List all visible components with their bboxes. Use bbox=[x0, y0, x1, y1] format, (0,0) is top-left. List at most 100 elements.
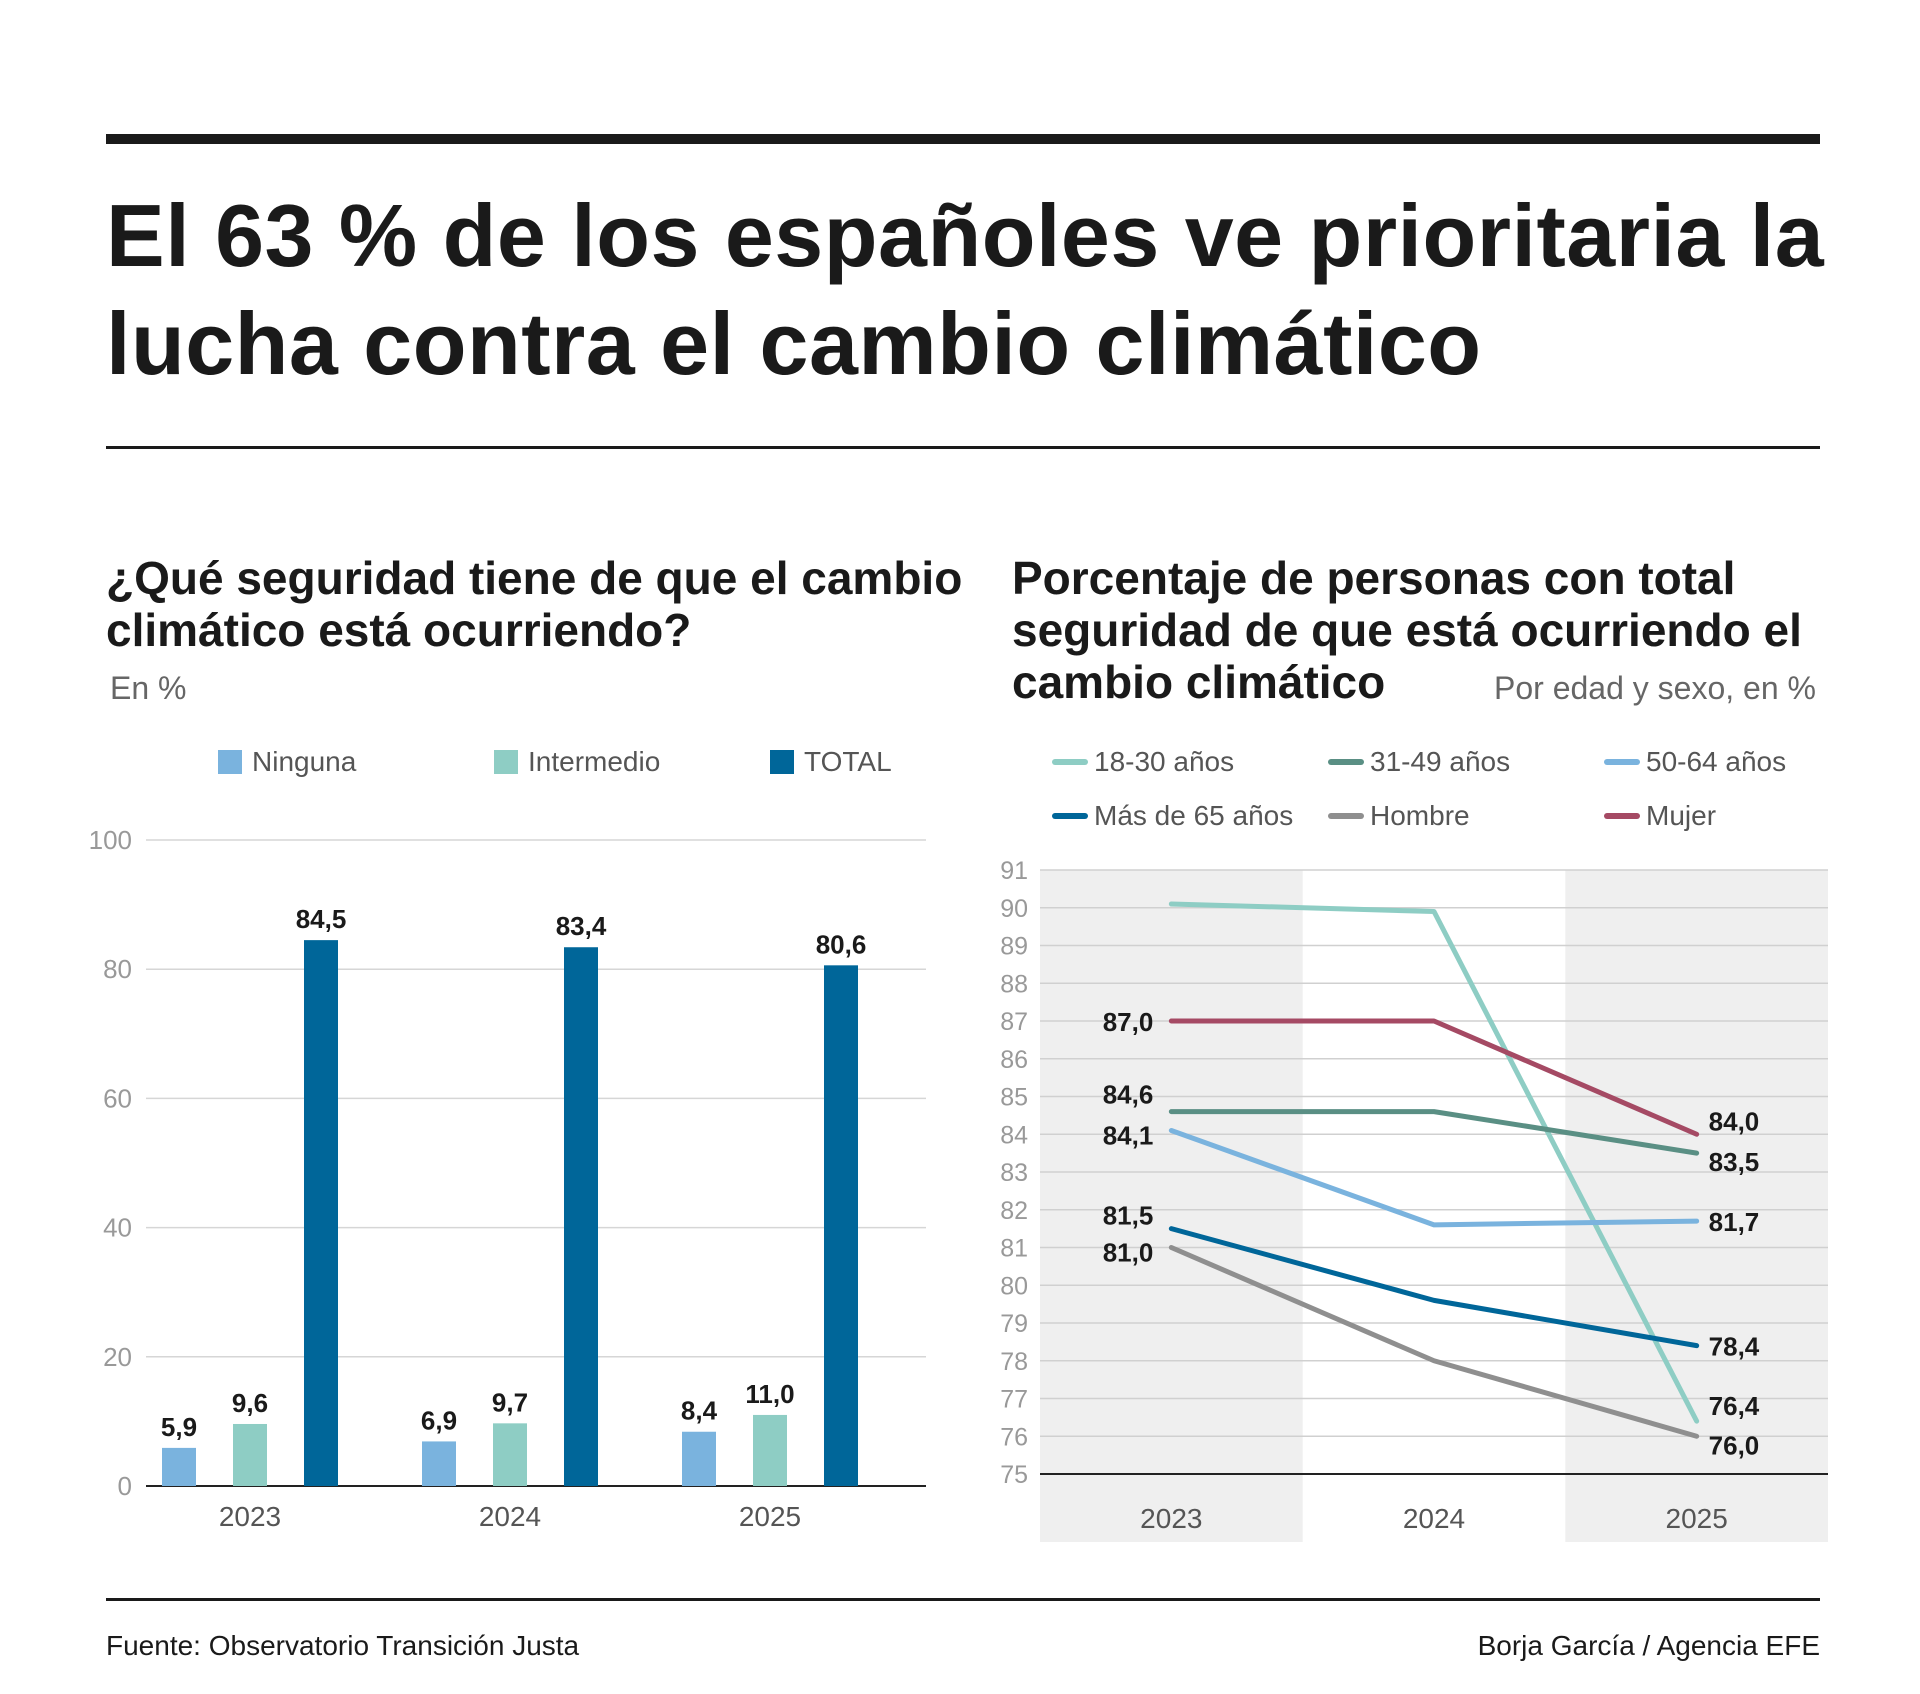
line-y-tick-label: 88 bbox=[1000, 970, 1028, 998]
line-start-label: 81,5 bbox=[1103, 1201, 1154, 1231]
legend-total: TOTAL bbox=[770, 746, 892, 778]
bar-data-label: 80,6 bbox=[816, 929, 867, 959]
bar-chart: 0 20 40 60 80 100 5,9 9,6 84,5 2023 6,9 9,7 83,4 2024… bbox=[89, 825, 926, 1532]
line-y-tick-label: 85 bbox=[1000, 1084, 1028, 1112]
bar-data-label: 5,9 bbox=[161, 1412, 197, 1442]
legend-mas-65: Más de 65 años bbox=[1052, 800, 1293, 832]
line-x-tick-label: 2024 bbox=[1403, 1503, 1465, 1534]
bar bbox=[493, 1423, 527, 1486]
line-y-tick-label: 82 bbox=[1000, 1197, 1028, 1225]
line-start-label: 84,1 bbox=[1103, 1120, 1154, 1150]
legend-swatch-ninguna bbox=[218, 750, 242, 774]
line-end-label: 78,4 bbox=[1709, 1332, 1760, 1362]
bar bbox=[233, 1423, 267, 1486]
legend-label: 18-30 años bbox=[1094, 746, 1235, 777]
band-2025 bbox=[1565, 870, 1828, 1542]
bar bbox=[682, 1431, 716, 1486]
legend-label: Intermedio bbox=[528, 746, 661, 777]
line-y-tick-label: 90 bbox=[1000, 895, 1028, 923]
headline: El 63 % de los españoles ve prioritaria … bbox=[106, 186, 1825, 393]
line-y-tick-label: 89 bbox=[1000, 933, 1028, 961]
bar-chart-title: ¿Qué seguridad tiene de que el cambio cl… bbox=[106, 552, 963, 656]
bar-data-label: 9,7 bbox=[492, 1387, 528, 1417]
series-line bbox=[1168, 1018, 1700, 1137]
bar-y-tick-label: 60 bbox=[103, 1083, 132, 1113]
line-end-label: 84,0 bbox=[1709, 1106, 1760, 1136]
bar-x-tick-label: 2025 bbox=[739, 1501, 801, 1532]
line-y-tick-label: 83 bbox=[1000, 1159, 1028, 1187]
bar-y-tick-label: 40 bbox=[103, 1213, 132, 1243]
line-y-tick-label: 86 bbox=[1000, 1046, 1028, 1074]
legend-18-30: 18-30 años bbox=[1052, 746, 1234, 778]
legend-intermedio: Intermedio bbox=[494, 746, 660, 778]
source-note: Fuente: Observatorio Transición Justa bbox=[106, 1630, 580, 1661]
line-x-tick-label: 2023 bbox=[1140, 1503, 1202, 1534]
series-line bbox=[1168, 1109, 1700, 1156]
bar bbox=[304, 940, 338, 1486]
bar-x-tick-label: 2024 bbox=[479, 1501, 541, 1532]
series-line bbox=[1168, 1127, 1700, 1228]
bar bbox=[824, 965, 858, 1486]
legend-swatch-total bbox=[770, 750, 794, 774]
series-line bbox=[1168, 1245, 1700, 1439]
bar-y-tick-label: 0 bbox=[118, 1471, 132, 1501]
line-y-tick-label: 75 bbox=[1000, 1461, 1028, 1489]
line-y-tick-label: 80 bbox=[1000, 1272, 1028, 1300]
line-y-tick-label: 84 bbox=[1000, 1121, 1028, 1149]
bar-y-tick-label: 80 bbox=[103, 954, 132, 984]
line-end-label: 83,5 bbox=[1709, 1147, 1760, 1177]
legend-label: Mujer bbox=[1646, 800, 1717, 831]
top-rule bbox=[106, 134, 1820, 144]
line-y-tick-label: 78 bbox=[1000, 1348, 1028, 1376]
band-2023 bbox=[1040, 870, 1303, 1542]
bar-chart-unit: En % bbox=[110, 670, 187, 706]
bar-data-label: 83,4 bbox=[556, 911, 607, 941]
line-start-label: 81,0 bbox=[1103, 1238, 1154, 1268]
line-end-label: 76,4 bbox=[1709, 1391, 1760, 1421]
legend-label: 50-64 años bbox=[1646, 746, 1787, 777]
line-start-label: 84,6 bbox=[1103, 1080, 1154, 1110]
legend-line-mujer bbox=[1604, 813, 1640, 819]
legend-line-hombre bbox=[1328, 813, 1364, 819]
legend-label: 31-49 años bbox=[1370, 746, 1511, 777]
footer-rule bbox=[106, 1598, 1820, 1601]
legend-line-18-30 bbox=[1052, 759, 1088, 765]
credit-note: Borja García / Agencia EFE bbox=[1477, 1630, 1820, 1661]
legend-31-49: 31-49 años bbox=[1328, 746, 1510, 778]
line-start-label: 87,0 bbox=[1103, 1007, 1154, 1037]
bar-data-label: 6,9 bbox=[421, 1405, 457, 1435]
line-chart-unit: Por edad y sexo, en % bbox=[1494, 670, 1816, 706]
legend-50-64: 50-64 años bbox=[1604, 746, 1786, 778]
line-y-tick-label: 76 bbox=[1000, 1423, 1028, 1451]
headline-rule bbox=[106, 446, 1820, 449]
bar-x-tick-label: 2023 bbox=[219, 1501, 281, 1532]
legend-label: Hombre bbox=[1370, 800, 1470, 831]
line-y-tick-label: 91 bbox=[1000, 857, 1028, 885]
legend-label: TOTAL bbox=[804, 746, 892, 777]
line-y-tick-label: 79 bbox=[1000, 1310, 1028, 1338]
legend-line-31-49 bbox=[1328, 759, 1364, 765]
line-x-tick-label: 2025 bbox=[1666, 1503, 1728, 1534]
line-end-label: 81,7 bbox=[1709, 1207, 1760, 1237]
line-end-label: 76,0 bbox=[1709, 1430, 1760, 1460]
line-y-tick-label: 87 bbox=[1000, 1008, 1028, 1036]
bar-data-label: 84,5 bbox=[296, 904, 347, 934]
line-y-tick-label: 81 bbox=[1000, 1235, 1028, 1263]
bar-data-label: 11,0 bbox=[745, 1379, 794, 1409]
bar bbox=[422, 1441, 456, 1486]
bar-data-label: 8,4 bbox=[681, 1396, 718, 1426]
bar-y-tick-label: 100 bbox=[89, 825, 132, 855]
legend-label: Ninguna bbox=[252, 746, 357, 777]
bar bbox=[162, 1447, 196, 1486]
series-line bbox=[1168, 901, 1700, 1424]
legend-line-50-64 bbox=[1604, 759, 1640, 765]
legend-ninguna: Ninguna bbox=[218, 746, 356, 778]
series-line bbox=[1168, 1226, 1700, 1349]
bar-y-tick-label: 20 bbox=[103, 1342, 132, 1372]
line-chart: 75 76 77 78 79 80 81 82 83 84 85 86 87 88 89 90 91 2023 20… bbox=[1000, 857, 1828, 1542]
legend-hombre: Hombre bbox=[1328, 800, 1470, 832]
legend-swatch-intermedio bbox=[494, 750, 518, 774]
line-y-tick-label: 77 bbox=[1000, 1386, 1028, 1414]
bar bbox=[564, 947, 598, 1486]
legend-mujer: Mujer bbox=[1604, 800, 1716, 832]
